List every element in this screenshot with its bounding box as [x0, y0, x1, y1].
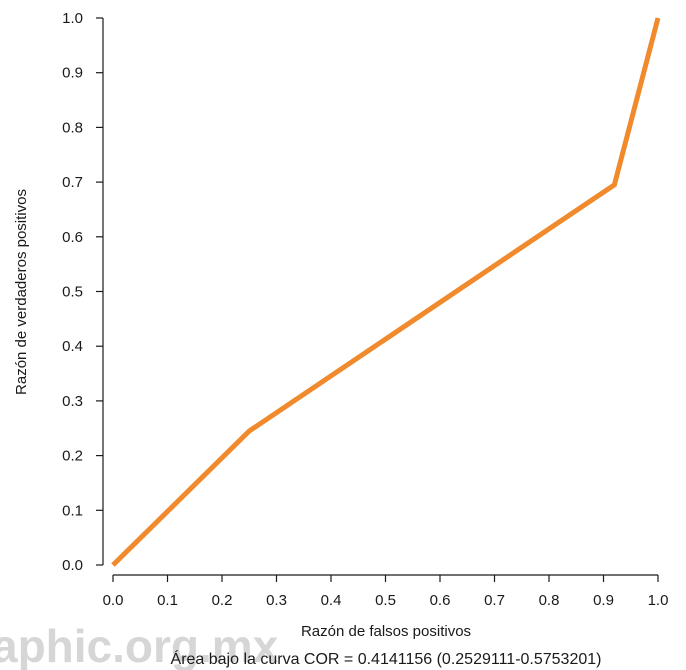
series-layer	[111, 17, 661, 567]
watermark: aphic.org.mx	[0, 620, 279, 670]
y-tick-label: 0.7	[62, 174, 83, 191]
y-tick-label: 0.5	[62, 284, 83, 301]
x-axis-label: Razón de falsos positivos	[301, 623, 471, 640]
y-tick-label: 0.0	[62, 557, 83, 574]
y-tick-label: 1.0	[62, 10, 83, 27]
x-tick-label: 0.0	[103, 592, 124, 609]
x-tick-label: 0.3	[266, 592, 287, 609]
y-ticks: 0.0 0.1 0.2 0.3 0.4 0.5 0.6 0.7 0.8 0.9 1.0	[62, 10, 103, 574]
y-tick-label: 0.8	[62, 119, 83, 136]
y-tick-label: 0.4	[62, 338, 83, 355]
x-tick-label: 0.2	[212, 592, 233, 609]
x-tick-label: 0.1	[157, 592, 178, 609]
x-tick-label: 1.0	[648, 592, 669, 609]
y-tick-label: 0.9	[62, 65, 83, 82]
y-tick-label: 0.6	[62, 229, 83, 246]
roc-curve-line	[111, 17, 661, 567]
x-tick-label: 0.5	[375, 592, 396, 609]
x-ticks: 0.0 0.1 0.2 0.3 0.4 0.5 0.6 0.7 0.8 0.9 1.0	[103, 575, 669, 609]
x-tick-label: 0.9	[593, 592, 614, 609]
x-tick-label: 0.8	[539, 592, 560, 609]
y-tick-label: 0.3	[62, 393, 83, 410]
y-axis-label: Razón de verdaderos positivos	[13, 189, 30, 395]
y-tick-label: 0.1	[62, 502, 83, 519]
auc-annotation: Área bajo la curva COR = 0.4141156 (0.25…	[171, 649, 602, 668]
y-tick-label: 0.2	[62, 448, 83, 465]
x-tick-label: 0.4	[321, 592, 342, 609]
x-tick-label: 0.6	[430, 592, 451, 609]
x-tick-label: 0.7	[484, 592, 505, 609]
